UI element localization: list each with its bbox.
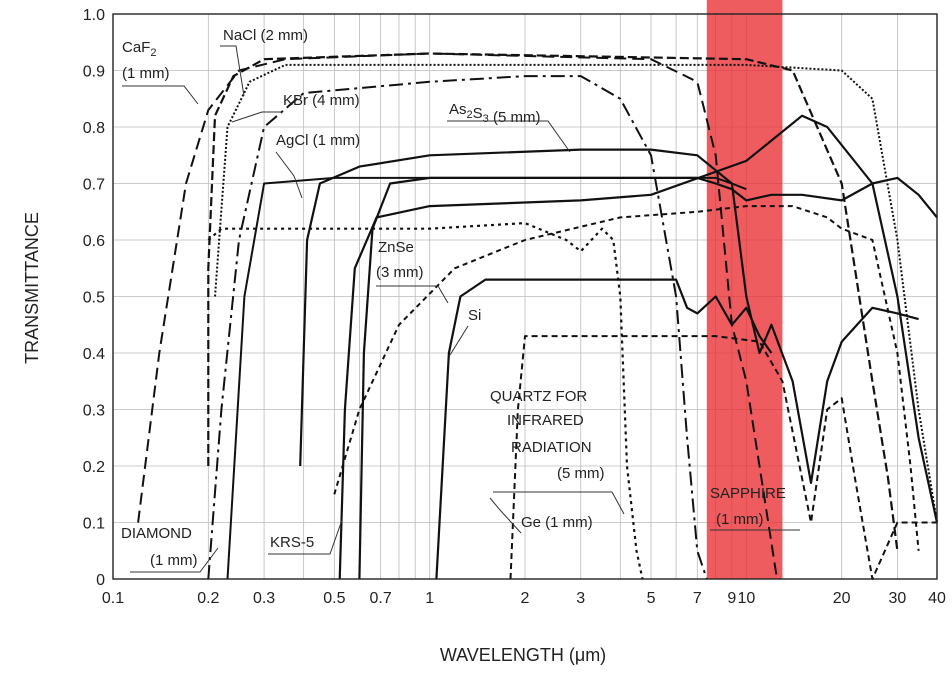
annotation-leader <box>489 497 522 534</box>
x-tick-label: 7 <box>693 590 702 607</box>
annotation-label: SAPPHIRE <box>710 485 786 502</box>
annotation-layer: CaF2 (1 mm) NaCl (2 mm) KBr (4 mm) AgCl (1 m… <box>121 27 800 573</box>
annotation-label: QUARTZ FOR <box>490 388 587 405</box>
x-tick-label: 3 <box>576 590 585 607</box>
x-tick-label: 0.7 <box>369 590 391 607</box>
y-tick-label: 0.9 <box>83 64 105 81</box>
annotation-label: ZnSe <box>378 239 414 256</box>
series-line <box>333 205 920 551</box>
annotation-label: RADIATION <box>511 439 592 456</box>
y-tick-label: 1.0 <box>83 7 105 24</box>
annotation-leader <box>275 151 303 199</box>
x-tick-label: 0.3 <box>253 590 275 607</box>
annotation-label: Ge (1 mm) <box>521 514 593 531</box>
y-tick-label: 0.2 <box>83 459 105 476</box>
annotation-label: (1 mm) <box>122 65 170 82</box>
x-tick-label: 0.1 <box>102 590 124 607</box>
annotation-label: DIAMOND <box>121 525 192 542</box>
series-line <box>226 176 747 580</box>
annotation-label: As2S3 (5 mm) <box>449 101 540 126</box>
annotation-label: Si <box>468 307 481 324</box>
annotation-leader <box>130 547 219 573</box>
y-tick-label: 0.6 <box>83 233 105 250</box>
annotation-label: CaF2 <box>122 39 156 59</box>
x-tick-label: 1 <box>425 590 434 607</box>
x-tick-label: 2 <box>521 590 530 607</box>
y-tick-label: 0.5 <box>83 290 105 307</box>
y-axis-label: TRANSMITTANCE <box>22 212 42 364</box>
series-line <box>509 335 937 580</box>
annotation-label: INFRARED <box>507 412 584 429</box>
series-line <box>299 148 919 484</box>
annotation-leader <box>268 519 343 555</box>
annotation-leader <box>376 285 449 304</box>
y-tick-label: 0.8 <box>83 120 105 137</box>
grid <box>113 14 937 579</box>
series-layer <box>137 52 939 580</box>
annotation-leader <box>449 325 469 356</box>
x-tick-label: 40 <box>928 590 946 607</box>
tick-labels: 0.1 0.2 0.3 0.5 0.7 1 2 3 5 7 9 10 20 30 4000.10.20.30… <box>83 7 946 607</box>
series-line <box>137 52 778 580</box>
annotation-leader <box>493 491 625 515</box>
annotation-leader <box>122 85 199 105</box>
x-tick-label: 9 <box>727 590 736 607</box>
x-tick-label: 0.2 <box>197 590 219 607</box>
y-tick-label: 0.4 <box>83 346 105 363</box>
annotation-label: KBr (4 mm) <box>283 92 360 109</box>
x-tick-label: 5 <box>647 590 656 607</box>
annotation-label: (1 mm) <box>716 511 764 528</box>
y-tick-label: 0 <box>96 572 105 589</box>
annotation-label: KRS-5 <box>270 534 314 551</box>
annotation-leader <box>447 120 571 153</box>
series-line <box>358 176 938 580</box>
series-line <box>207 75 708 580</box>
y-tick-label: 0.7 <box>83 177 105 194</box>
annotation-label: (3 mm) <box>376 264 424 281</box>
x-tick-label: 30 <box>889 590 907 607</box>
annotation-label: (1 mm) <box>150 552 198 569</box>
x-tick-label: 20 <box>833 590 851 607</box>
y-tick-label: 0.1 <box>83 516 105 533</box>
y-tick-label: 0.3 <box>83 403 105 420</box>
annotation-label: AgCl (1 mm) <box>276 132 360 149</box>
series-line <box>435 278 773 580</box>
annotation-label: NaCl (2 mm) <box>223 27 308 44</box>
x-tick-label: 10 <box>737 590 755 607</box>
series-line <box>214 63 938 523</box>
annotation-leader <box>231 111 283 123</box>
plot-frame <box>112 13 938 580</box>
annotation-leader <box>220 45 245 97</box>
x-axis-label: WAVELENGTH (μm) <box>440 645 606 665</box>
annotation-label: (5 mm) <box>557 465 605 482</box>
x-tick-label: 0.5 <box>323 590 345 607</box>
